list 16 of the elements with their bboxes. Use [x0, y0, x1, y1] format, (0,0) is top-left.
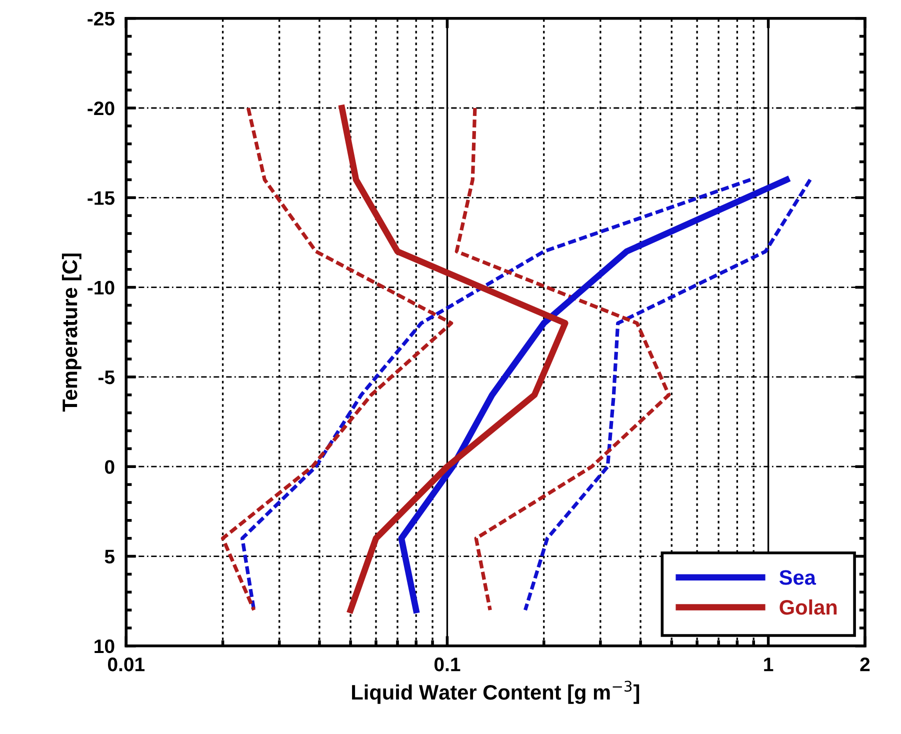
y-tick-label: 5 [104, 550, 114, 564]
y-tick-label: -15 [88, 191, 114, 205]
legend-label: Sea [779, 570, 816, 585]
y-axis-title: Temperature [C] [62, 254, 82, 412]
x-tick-label: 0.01 [108, 658, 145, 672]
y-tick-label: -20 [88, 101, 114, 116]
y-tick-label: -10 [88, 280, 114, 295]
legend-label: Golan [780, 599, 837, 615]
y-tick-label: 0 [104, 460, 114, 474]
y-tick-label: -25 [88, 12, 114, 26]
y-tick-label: -5 [98, 370, 114, 384]
y-tick-label: 10 [94, 639, 114, 654]
x-axis-title: Liquid Water Content [g m$^{−3}$] [352, 680, 640, 704]
x-tick-label: 1 [764, 658, 774, 672]
x-tick-label: 2 [860, 658, 870, 672]
x-tick-label: 0.1 [434, 658, 460, 672]
